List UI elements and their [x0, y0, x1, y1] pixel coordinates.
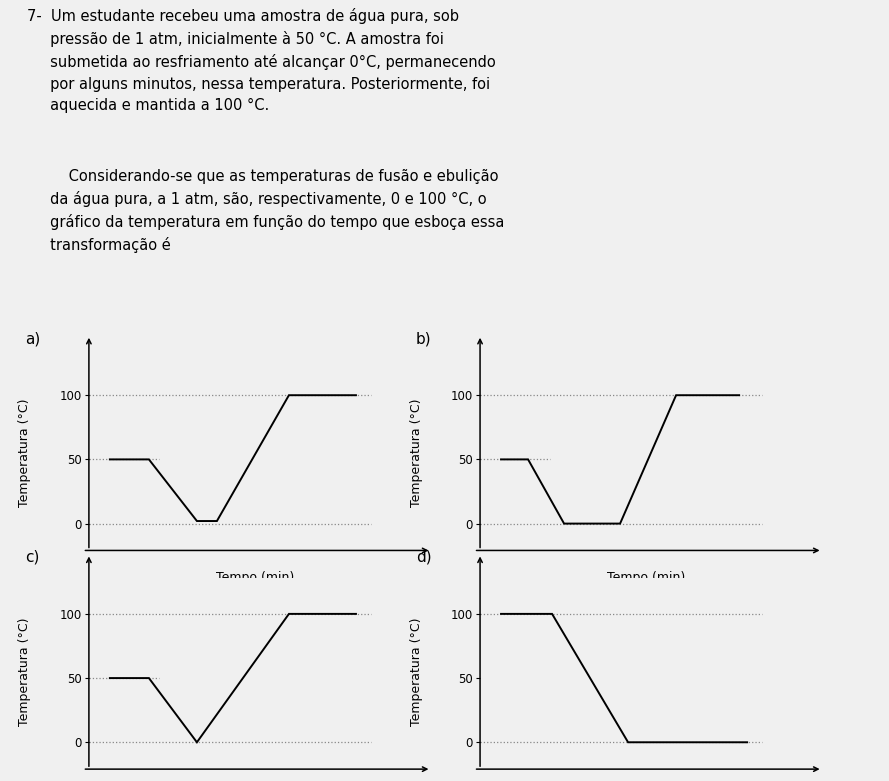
Text: b): b) [416, 331, 432, 346]
Text: Temperatura (°C): Temperatura (°C) [19, 618, 31, 726]
Text: Considerando-se que as temperaturas de fusão e ebulição
     da água pura, a 1 a: Considerando-se que as temperaturas de f… [27, 169, 504, 254]
Text: c): c) [25, 550, 39, 565]
Text: Temperatura (°C): Temperatura (°C) [19, 399, 31, 507]
Text: Tempo (min): Tempo (min) [607, 571, 685, 584]
Text: Temperatura (°C): Temperatura (°C) [410, 399, 422, 507]
Text: d): d) [416, 550, 432, 565]
Text: Temperatura (°C): Temperatura (°C) [410, 618, 422, 726]
Text: Tempo (min): Tempo (min) [216, 571, 294, 584]
Text: 7-  Um estudante recebeu uma amostra de água pura, sob
     pressão de 1 atm, in: 7- Um estudante recebeu uma amostra de á… [27, 8, 495, 113]
Text: a): a) [25, 331, 40, 346]
